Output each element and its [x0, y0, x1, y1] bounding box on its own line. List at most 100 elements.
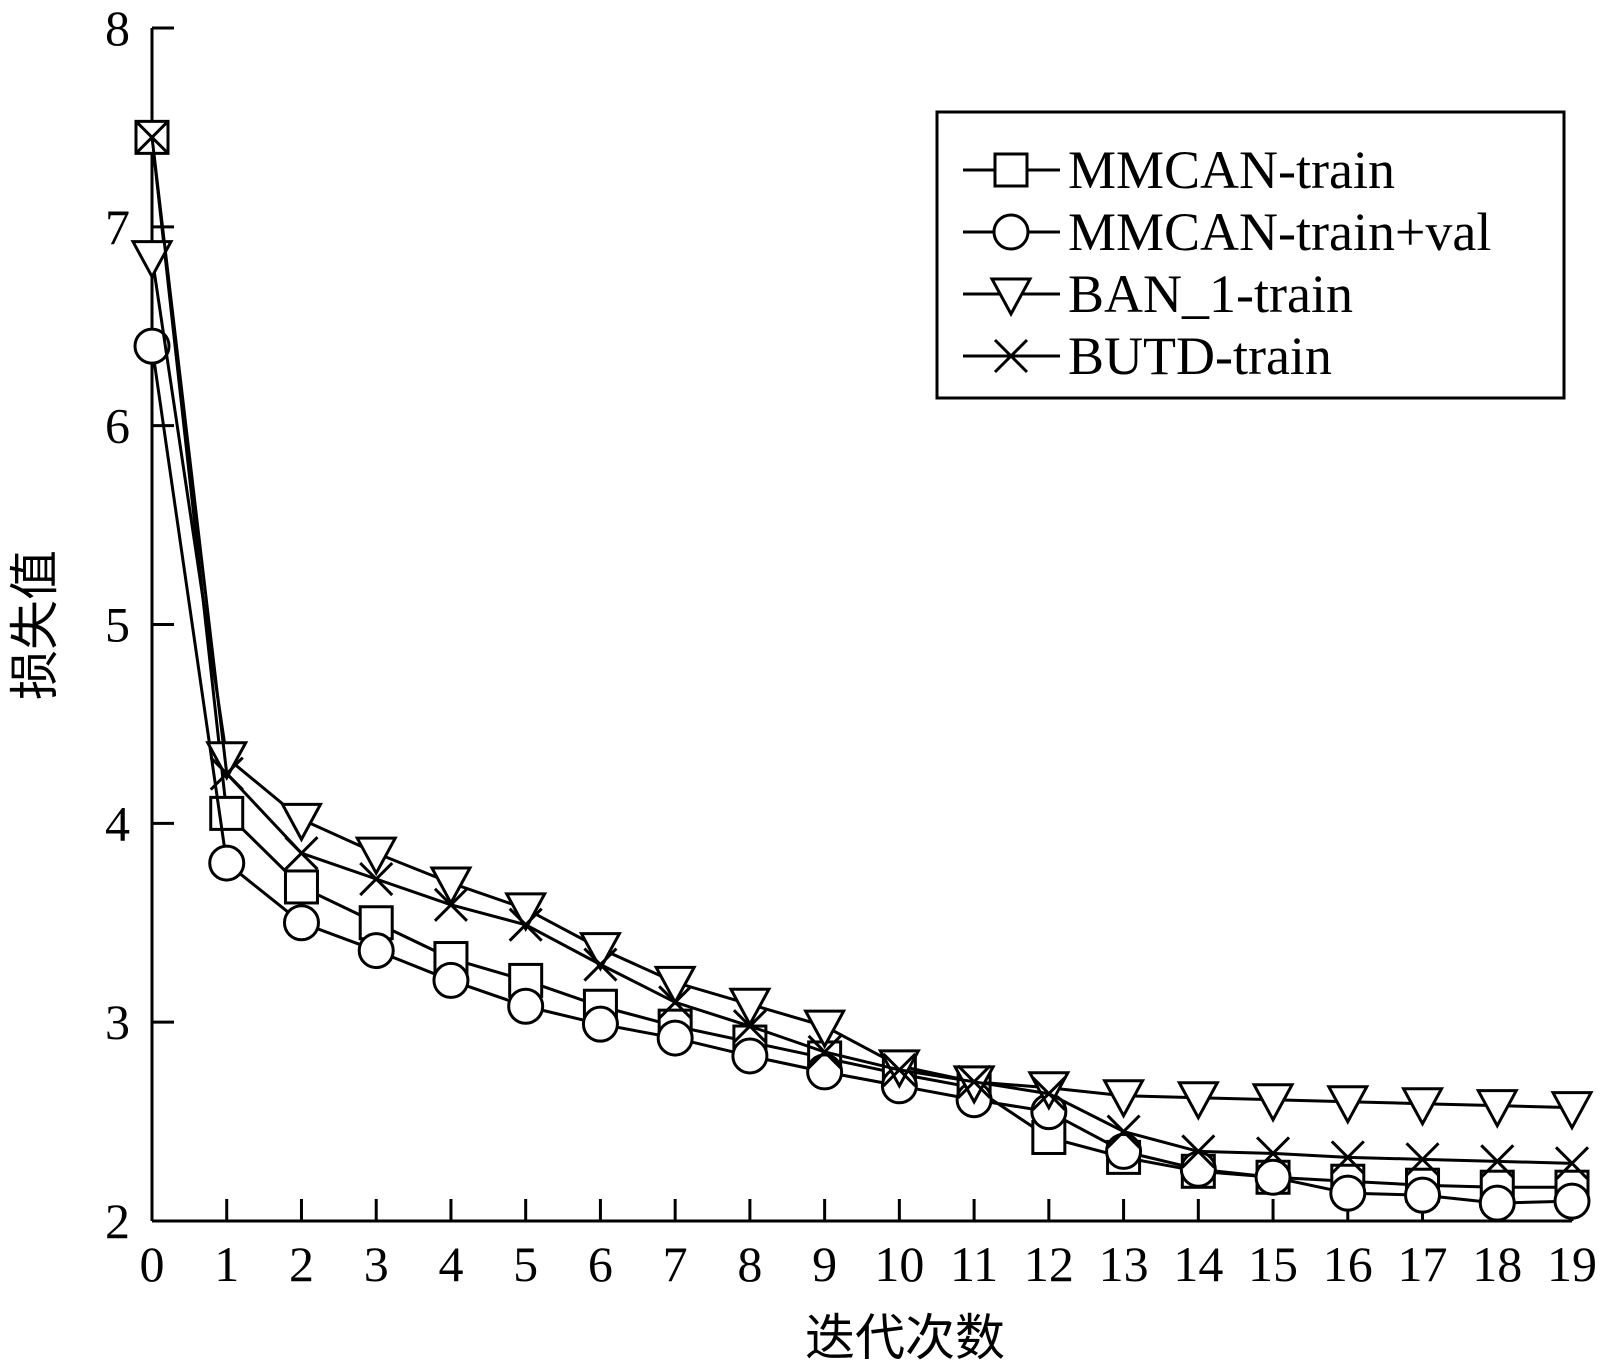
y-tick-label: 4 [105, 795, 130, 851]
data-point-butd-train [583, 947, 618, 982]
data-point-butd-train [359, 861, 394, 897]
x-tick-label: 12 [1024, 1236, 1074, 1292]
series-butd-train [134, 120, 1590, 1181]
data-point-butd-train [433, 887, 469, 922]
data-point-mmcan-train-val [1179, 1150, 1217, 1188]
x-tick-label: 4 [438, 1236, 463, 1292]
data-point-butd-train [1554, 1146, 1590, 1181]
data-point-butd-train [1031, 1076, 1066, 1111]
data-point-mmcan-train-val [581, 1005, 619, 1043]
data-point-ban-1-train [1027, 1071, 1071, 1111]
data-point-butd-train [134, 120, 170, 155]
data-point-mmcan-train-val [133, 327, 171, 365]
series-line-butd-train [150, 137, 1573, 1165]
series-line-mmcan-train-val [150, 345, 1573, 1205]
x-tick-label: 0 [140, 1236, 165, 1292]
data-point-butd-train [732, 1009, 767, 1044]
data-point-butd-train [508, 907, 543, 942]
data-point-mmcan-train-val [1105, 1132, 1143, 1170]
data-point-ban-1-train [728, 987, 772, 1028]
data-point-ban-1-train [803, 1009, 847, 1050]
y-tick-label: 8 [105, 0, 130, 56]
data-point-butd-train [882, 1052, 917, 1087]
data-point-ban-1-train [354, 836, 398, 877]
legend-box [935, 110, 1566, 400]
x-tick-label: 2 [289, 1236, 314, 1292]
data-point-ban-1-train [1550, 1091, 1594, 1131]
legend-label: BUTD-train [1068, 326, 1332, 386]
data-point-mmcan-train [283, 869, 319, 905]
data-point-mmcan-train-val [208, 844, 246, 882]
data-point-ban-1-train [1326, 1085, 1370, 1125]
legend-item-mmcan-train-val: MMCAN-train+val [963, 202, 1491, 262]
y-tick-label: 2 [105, 1193, 130, 1249]
legend-marker-butd-train [993, 338, 1029, 374]
x-tick-label: 9 [812, 1236, 837, 1292]
y-tick-label: 6 [105, 398, 130, 454]
data-point-mmcan-train-val [1329, 1174, 1367, 1212]
data-point-butd-train [1255, 1136, 1291, 1171]
data-point-mmcan-train-val [282, 904, 320, 942]
legend-label: MMCAN-train+val [1068, 202, 1491, 262]
x-tick-label: 1 [214, 1236, 239, 1292]
data-point-ban-1-train [205, 741, 249, 781]
data-point-mmcan-train-val [806, 1053, 844, 1091]
data-point-mmcan-train-val [1553, 1182, 1591, 1220]
x-tick-label: 16 [1323, 1236, 1373, 1292]
data-point-mmcan-train-val [1404, 1176, 1442, 1214]
data-point-mmcan-train [209, 795, 245, 831]
x-tick-label: 10 [874, 1236, 924, 1292]
y-tick-label: 5 [105, 597, 130, 653]
x-tick-label: 14 [1173, 1236, 1223, 1292]
data-point-mmcan-train-val [357, 932, 395, 970]
x-tick-label: 18 [1472, 1236, 1522, 1292]
data-point-ban-1-train [504, 892, 548, 932]
x-tick-label: 5 [513, 1236, 538, 1292]
data-point-ban-1-train [279, 802, 323, 843]
x-tick-label: 8 [737, 1236, 762, 1292]
data-point-mmcan-train-val [656, 1019, 694, 1057]
data-point-ban-1-train [1176, 1081, 1220, 1121]
x-tick-label: 13 [1099, 1236, 1149, 1292]
data-point-mmcan-train-val [507, 987, 545, 1025]
data-point-butd-train [1330, 1140, 1365, 1175]
data-point-ban-1-train [1401, 1087, 1445, 1127]
data-point-butd-train [1106, 1114, 1141, 1149]
x-tick-label: 3 [364, 1236, 389, 1292]
data-point-ban-1-train [130, 240, 174, 280]
series-mmcan-train-val [133, 327, 1591, 1222]
data-point-butd-train [209, 756, 244, 791]
x-tick-label: 7 [663, 1236, 688, 1292]
legend-item-butd-train: BUTD-train [963, 326, 1332, 386]
data-point-ban-1-train [1475, 1089, 1519, 1129]
x-tick-label: 11 [950, 1236, 998, 1292]
data-point-butd-train [658, 985, 693, 1020]
data-point-ban-1-train [653, 965, 697, 1006]
legend-label: BAN_1-train [1068, 264, 1353, 324]
data-point-butd-train [284, 836, 319, 871]
data-point-ban-1-train [578, 932, 622, 972]
y-tick-label: 7 [105, 199, 130, 255]
series-layer [130, 119, 1594, 1222]
x-tick-label: 6 [588, 1236, 613, 1292]
x-tick-label: 19 [1547, 1236, 1597, 1292]
data-point-butd-train [1405, 1142, 1440, 1177]
data-point-mmcan-train-val [1254, 1158, 1292, 1196]
legend-marker-ban-1-train [989, 277, 1033, 318]
data-point-ban-1-train [1251, 1083, 1295, 1123]
data-point-ban-1-train [429, 866, 473, 907]
legend: MMCAN-trainMMCAN-train+valBAN_1-trainBUT… [935, 110, 1566, 400]
y-tick-label: 3 [105, 994, 130, 1050]
legend-label: MMCAN-train [1068, 140, 1395, 200]
x-tick-label: 17 [1398, 1236, 1448, 1292]
data-point-mmcan-train-val [731, 1037, 769, 1075]
x-axis-title: 迭代次数 [805, 1309, 1005, 1367]
data-point-mmcan-train-val [1478, 1184, 1516, 1222]
legend-marker-mmcan-train-val [992, 213, 1030, 251]
legend-item-mmcan-train: MMCAN-train [963, 140, 1395, 200]
legend-item-ban-1-train: BAN_1-train [963, 264, 1353, 324]
data-point-butd-train [807, 1034, 842, 1070]
data-point-butd-train [957, 1064, 992, 1099]
data-point-butd-train [1480, 1144, 1515, 1179]
